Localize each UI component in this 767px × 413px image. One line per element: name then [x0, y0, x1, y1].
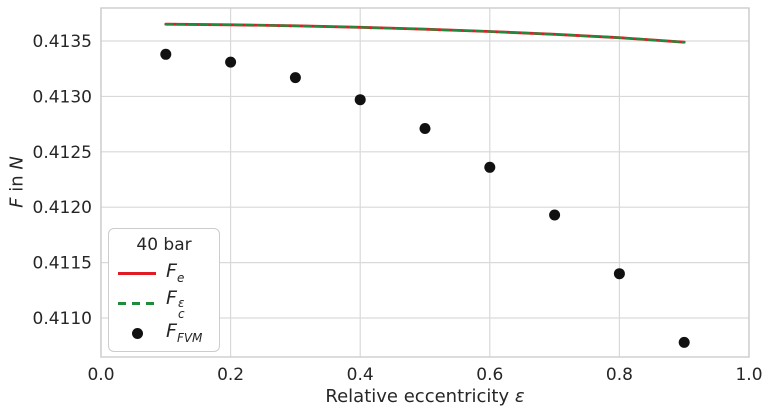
x-axis-label: Relative eccentricity ε: [325, 386, 525, 407]
dot-swatch-icon: [131, 327, 143, 339]
x-tick-label: 0.6: [476, 365, 503, 385]
x-tick-label: 0.0: [87, 365, 114, 385]
legend-entry: Fe: [109, 258, 219, 288]
y-tick-label: 0.4125: [33, 143, 92, 163]
dashed-line-swatch-icon: [118, 301, 156, 305]
x-tick-label: 0.2: [217, 365, 244, 385]
y-axis-label: F in N: [6, 156, 28, 208]
data-point: [484, 161, 496, 173]
y-tick-label: 0.4130: [33, 87, 92, 107]
data-point: [613, 268, 625, 280]
y-tick-label: 0.4135: [33, 32, 92, 52]
data-point: [160, 48, 172, 60]
data-point: [289, 72, 301, 84]
legend-entry-label: FFVM: [166, 320, 203, 345]
legend-title: 40 bar: [136, 235, 192, 255]
x-tick-label: 1.0: [735, 365, 762, 385]
data-point: [225, 56, 237, 68]
data-point: [419, 123, 431, 134]
plot-border: [100, 7, 750, 358]
x-tick-label: 0.4: [347, 365, 374, 385]
data-point: [678, 336, 690, 348]
y-tick-label: 0.4110: [33, 309, 92, 329]
solid-line-swatch-icon: [118, 271, 156, 275]
series-line-Fe: [164, 22, 686, 44]
y-tick-label: 0.4120: [33, 198, 92, 218]
legend-entry: FFVM: [109, 318, 219, 348]
y-tick-label: 0.4115: [33, 254, 92, 274]
data-point: [354, 94, 366, 106]
series-line-Fc-eps: [164, 23, 686, 44]
legend-entry-label: Fe: [166, 260, 185, 285]
x-tick-label: 0.8: [606, 365, 633, 385]
data-point: [549, 209, 561, 221]
